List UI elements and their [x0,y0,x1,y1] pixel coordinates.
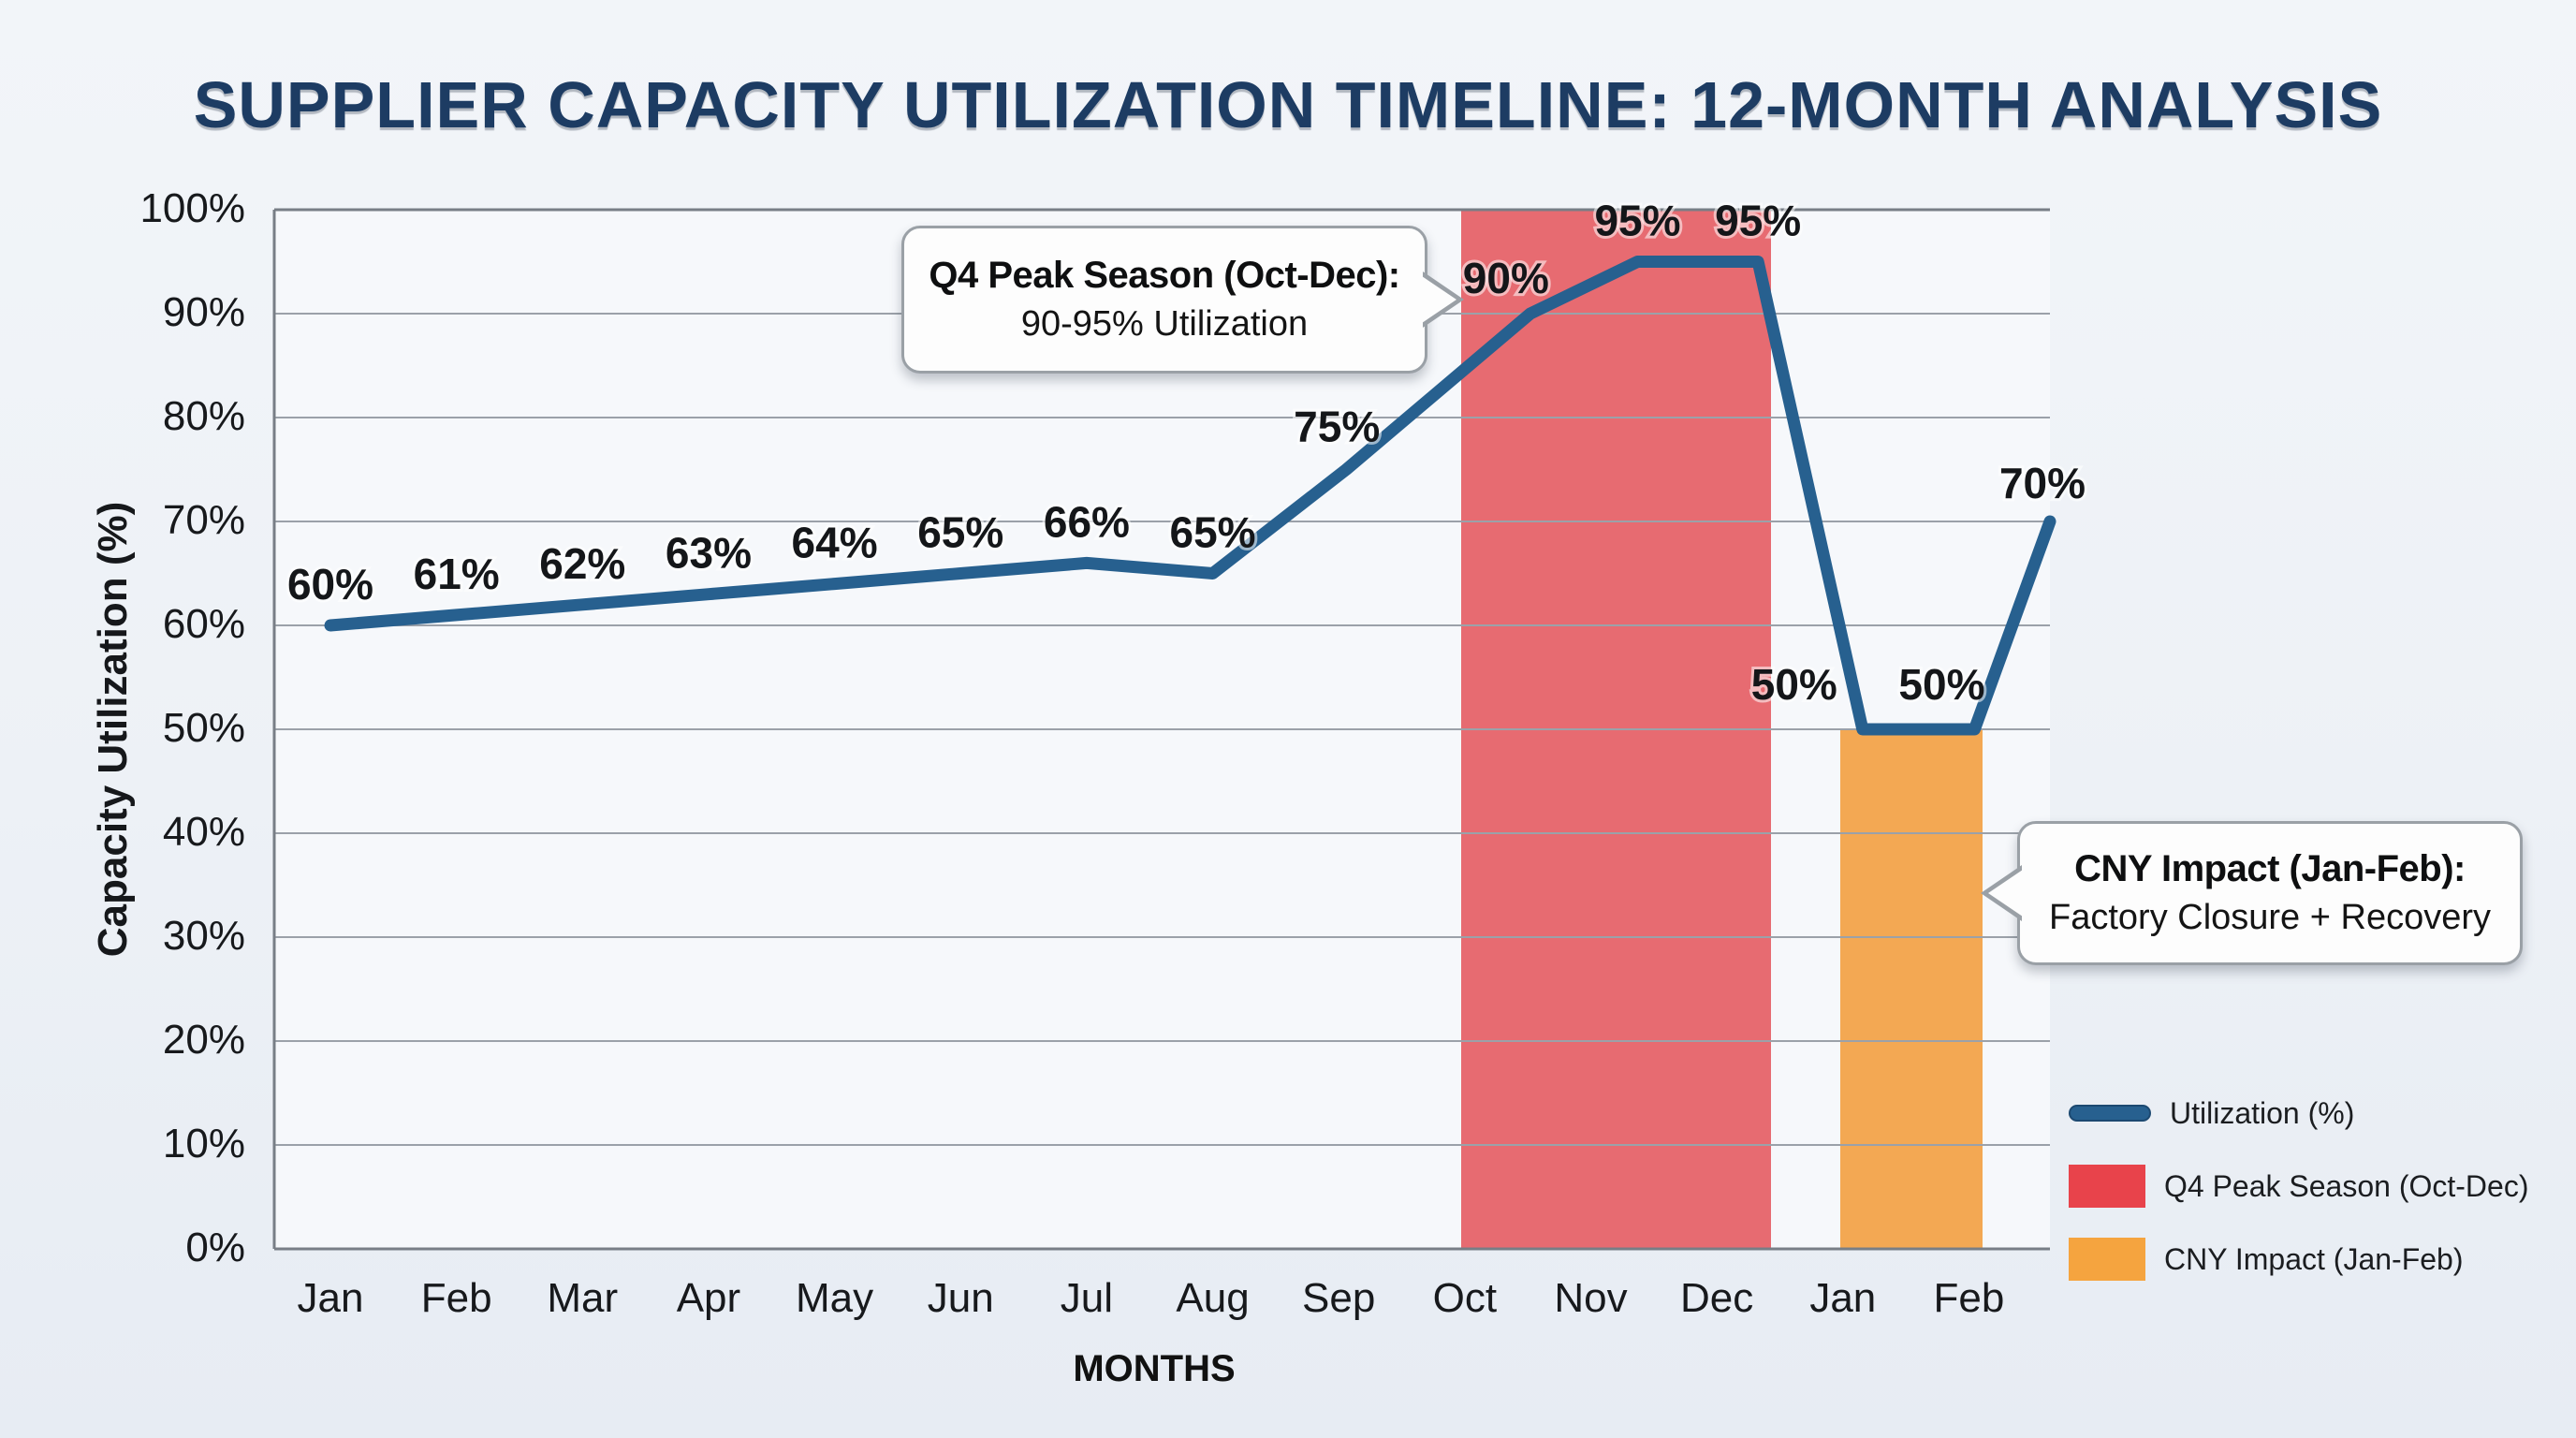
x-tick-label: Aug [1176,1275,1250,1321]
legend-rect-swatch-icon [2069,1238,2145,1281]
utilization-line [324,256,2056,736]
legend-item: Q4 Peak Season (Oct-Dec) [2069,1165,2528,1208]
x-tick-label: Jan [1809,1275,1877,1321]
x-tick-label: Feb [420,1275,492,1321]
x-tick-label: Mar [547,1275,619,1321]
y-tick-label: 90% [162,289,245,335]
legend-item-label: Q4 Peak Season (Oct-Dec) [2164,1168,2529,1203]
callout-cny-title: CNY Impact (Jan-Feb): [2074,848,2466,889]
callout-arrow-right-icon [1422,276,1456,323]
y-tick-label: 40% [162,809,245,855]
callout-cny-subtitle: Factory Closure + Recovery [2049,898,2491,937]
y-tick-label: 50% [162,705,245,751]
point-label: 50% [1751,660,1837,709]
point-label: 95% [1715,197,1801,245]
point-label: 70% [1999,459,2086,507]
x-tick-label: Sep [1302,1275,1376,1321]
y-tick-label: 10% [162,1121,245,1167]
legend-line-swatch-icon [2069,1105,2151,1122]
point-label: 62% [539,539,625,588]
chart-legend: Utilization (%) Q4 Peak Season (Oct-Dec) C… [2069,1092,2528,1281]
callout-arrow-left-icon [1988,870,2023,917]
legend-item: Utilization (%) [2069,1092,2528,1135]
x-axis-title: MONTHS [1073,1348,1236,1389]
x-tick-label: Jun [927,1275,994,1321]
point-label: 50% [1898,660,1984,709]
callout-q4-subtitle: 90-95% Utilization [1020,304,1309,344]
callout-q4-title: Q4 Peak Season (Oct-Dec): [929,255,1400,296]
y-tick-label: 100% [139,185,245,231]
y-tick-label: 30% [162,913,245,959]
point-label: 75% [1294,403,1380,451]
x-tick-label: Jul [1060,1275,1114,1321]
point-label: 90% [1463,254,1549,302]
x-tick-label: Nov [1554,1275,1628,1321]
x-tick-label: May [796,1275,874,1321]
x-tick-label: Apr [676,1275,741,1321]
callout-cny-impact: CNY Impact (Jan-Feb): Factory Closure + … [1981,821,2523,965]
page-title: SUPPLIER CAPACITY UTILIZATION TIMELINE: … [193,68,2383,141]
point-label: 60% [287,560,373,609]
legend-item: CNY Impact (Jan-Feb) [2069,1238,2528,1281]
point-label: 95% [1594,197,1680,245]
point-label: 66% [1044,497,1130,546]
callout-q4-peak-season: Q4 Peak Season (Oct-Dec): 90-95% Utiliza… [901,226,1464,374]
point-label: 64% [792,519,878,567]
x-tick-label: Oct [1432,1275,1498,1321]
point-label: 61% [414,550,500,598]
cny-impact-band [1840,729,1983,1249]
legend-rect-swatch-icon [2069,1165,2145,1208]
x-tick-label: Feb [1933,1275,2005,1321]
y-tick-label: 20% [162,1017,245,1063]
y-tick-label: 0% [185,1225,245,1270]
y-tick-label: 60% [162,601,245,647]
y-tick-label: 70% [162,497,245,543]
x-tick-label: Dec [1680,1275,1754,1321]
y-tick-label: 80% [162,393,245,439]
point-label: 65% [1170,508,1256,557]
point-label: 63% [666,529,752,578]
x-tick-label: Jan [297,1275,364,1321]
legend-item-label: Utilization (%) [2170,1095,2355,1130]
legend-item-label: CNY Impact (Jan-Feb) [2164,1241,2464,1276]
point-label: 65% [917,508,1003,557]
